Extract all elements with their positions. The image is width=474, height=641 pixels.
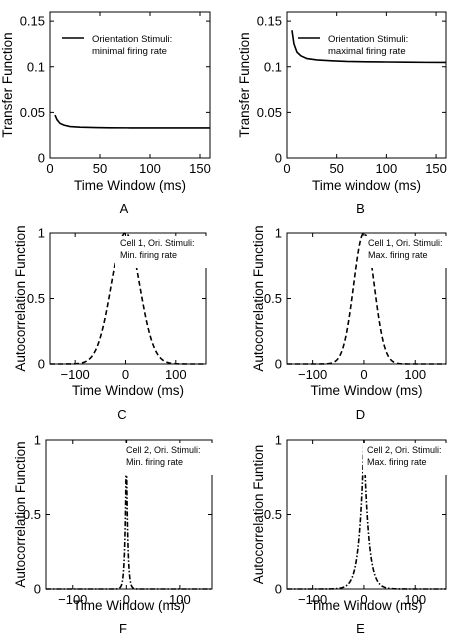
y-axis-label: Transfer Function	[0, 32, 15, 137]
x-tick-label: −100	[298, 367, 327, 382]
panel-d: −100 0 100 0 0.5 1 Cell 1, Ori. Stimuli: Max. f…	[251, 225, 447, 422]
x-tick-label: 100	[404, 592, 426, 607]
panel-letter: A	[120, 201, 129, 216]
y-axis-label: Autocorrelation Function	[251, 225, 266, 371]
legend-text: Cell 1, Ori. Stimuli:	[368, 238, 443, 248]
x-tick-label: 100	[376, 161, 398, 176]
y-tick-label: 0.15	[257, 14, 282, 29]
legend-text: Cell 2, Ori. Stimuli:	[367, 445, 442, 455]
panel-letter: E	[356, 621, 365, 636]
series-line	[46, 439, 212, 590]
x-tick-label: 0	[122, 367, 129, 382]
panel-a: 0 50 100 150 0 0.05 0.1 0.15 Orientation Stimuli…	[0, 11, 211, 216]
y-tick-label: 0.5	[23, 507, 41, 522]
series-line	[54, 114, 210, 129]
x-tick-label: 50	[93, 161, 107, 176]
x-tick-label: 0	[360, 592, 367, 607]
y-tick-label: 0	[38, 357, 45, 372]
y-tick-label: 1	[275, 433, 282, 448]
x-tick-label: 0	[123, 592, 130, 607]
x-tick-label: 150	[189, 161, 211, 176]
y-tick-label: 0	[275, 357, 282, 372]
x-tick-label: 0	[283, 161, 290, 176]
y-tick-label: 0.5	[264, 291, 282, 306]
panel-c: −100 0 100 0 0.5 1 Cell 1, Ori. Stimuli: Min. f…	[13, 225, 208, 422]
legend-box	[122, 443, 214, 475]
legend-text: Max. firing rate	[367, 457, 427, 467]
x-tick-label: 0	[46, 161, 53, 176]
legend-text: Cell 2, Ori. Stimuli:	[126, 445, 201, 455]
y-tick-label: 0	[34, 582, 41, 597]
y-tick-label: 0.05	[20, 105, 45, 120]
legend-text: Orientation Stimuli:	[328, 34, 408, 45]
x-tick-label: 100	[165, 367, 187, 382]
legend-text: maximal firing rate	[328, 46, 406, 57]
y-axis-label: Autocorrelation Funtion	[251, 445, 266, 585]
y-axis-label: Transfer Function	[237, 32, 252, 137]
y-tick-label: 0.5	[27, 291, 45, 306]
y-tick-label: 1	[34, 433, 41, 448]
panel-f: −100 0 100 0 0.5 1 Cell 2, Ori. Stimuli: Min. f…	[13, 433, 214, 636]
legend-box	[363, 443, 447, 475]
x-axis-label: Time Window (ms)	[74, 178, 186, 193]
plot-frame	[286, 11, 447, 159]
plot-frame	[49, 11, 211, 159]
x-tick-label: 50	[329, 161, 343, 176]
panel-e: −100 0 100 0 0.5 1 Cell 2, Ori. Stimuli: Max. f…	[251, 433, 447, 636]
y-tick-label: 0.5	[264, 507, 282, 522]
x-tick-label: −100	[298, 592, 327, 607]
legend-text: Cell 1, Ori. Stimuli:	[120, 238, 195, 248]
x-tick-label: 100	[169, 592, 191, 607]
y-axis-label: Autocorrelation Function	[13, 441, 28, 587]
series-line	[50, 232, 206, 365]
x-axis-label: Time Window (ms)	[73, 598, 185, 613]
y-tick-label: 0.1	[264, 59, 282, 74]
x-axis-label: Time Window (ms)	[72, 383, 184, 398]
x-tick-label: 0	[360, 367, 367, 382]
legend-text: Orientation Stimuli:	[92, 34, 172, 45]
x-axis-label: Time Window (ms)	[310, 598, 422, 613]
legend-text: minimal firing rate	[92, 46, 167, 57]
legend-text: Min. firing rate	[120, 250, 177, 260]
y-tick-label: 0.1	[27, 59, 45, 74]
x-tick-label: 100	[139, 161, 161, 176]
legend-box	[115, 236, 208, 268]
y-tick-label: 0	[275, 582, 282, 597]
y-tick-label: 1	[38, 226, 45, 241]
x-axis-label: Time Window (ms)	[310, 383, 422, 398]
legend-text: Max. firing rate	[368, 250, 428, 260]
x-tick-label: −100	[61, 367, 90, 382]
x-tick-label: 150	[425, 161, 447, 176]
y-tick-label: 0.05	[257, 105, 282, 120]
y-tick-label: 0.15	[20, 14, 45, 29]
series-line	[291, 30, 447, 64]
y-axis-label: Autocorrelation Function	[13, 225, 28, 371]
panel-letter: F	[119, 621, 127, 636]
legend-box	[363, 236, 447, 268]
x-tick-label: 100	[404, 367, 426, 382]
y-tick-label: 0	[275, 151, 282, 166]
x-tick-label: −100	[58, 592, 87, 607]
y-tick-label: 1	[275, 226, 282, 241]
x-axis-label: Time window (ms)	[312, 178, 421, 193]
panel-letter: D	[356, 407, 365, 422]
panel-letter: C	[117, 407, 126, 422]
panel-b: 0 50 100 150 0 0.05 0.1 0.15 Orientation Stimuli…	[237, 11, 447, 216]
y-tick-label: 0	[38, 151, 45, 166]
legend-text: Min. firing rate	[126, 457, 183, 467]
panel-letter: B	[356, 201, 365, 216]
